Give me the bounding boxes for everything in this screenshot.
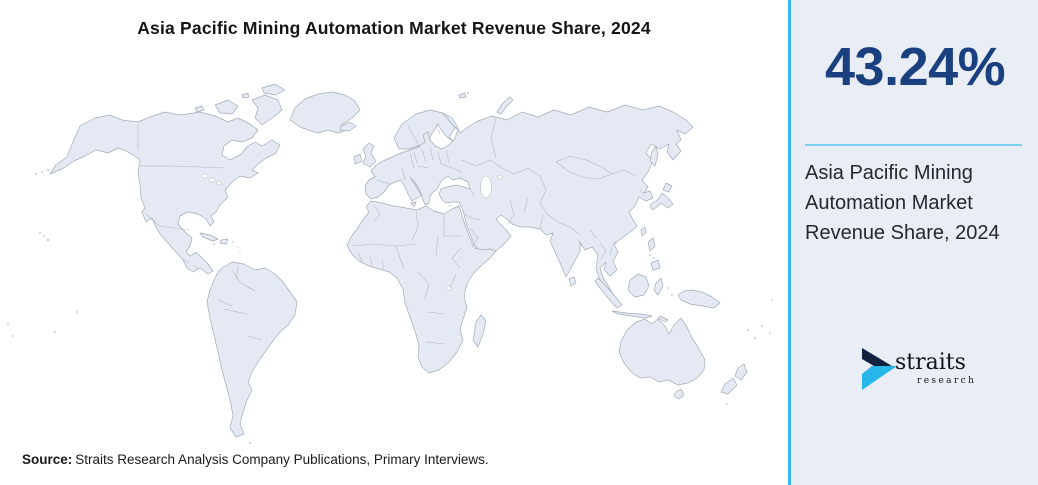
map-area: Asia Pacific Mining Automation Market Re… bbox=[7, 18, 773, 467]
logo-subtext: research bbox=[917, 376, 977, 386]
stat-caption: Asia Pacific Mining Automation Market Re… bbox=[805, 162, 1000, 244]
source-note: Source: Straits Research Analysis Company… bbox=[22, 452, 489, 467]
panel-divider bbox=[805, 144, 1022, 146]
stat-panel: 43.24% Asia Pacific Mining Automation Ma… bbox=[791, 0, 1038, 485]
stat-value: 43.24% bbox=[825, 37, 1006, 97]
source-label: Source: bbox=[22, 452, 73, 467]
logo-arrow-icon bbox=[862, 348, 897, 390]
straits-logo: straits research bbox=[859, 344, 979, 392]
source-text: Straits Research Analysis Company Public… bbox=[75, 452, 489, 467]
logo-wordmark: straits bbox=[895, 350, 966, 375]
chart-title: Asia Pacific Mining Automation Market Re… bbox=[137, 18, 651, 38]
island-dots bbox=[7, 92, 773, 444]
panel-accent-bar bbox=[788, 0, 791, 485]
world-map bbox=[7, 83, 773, 444]
